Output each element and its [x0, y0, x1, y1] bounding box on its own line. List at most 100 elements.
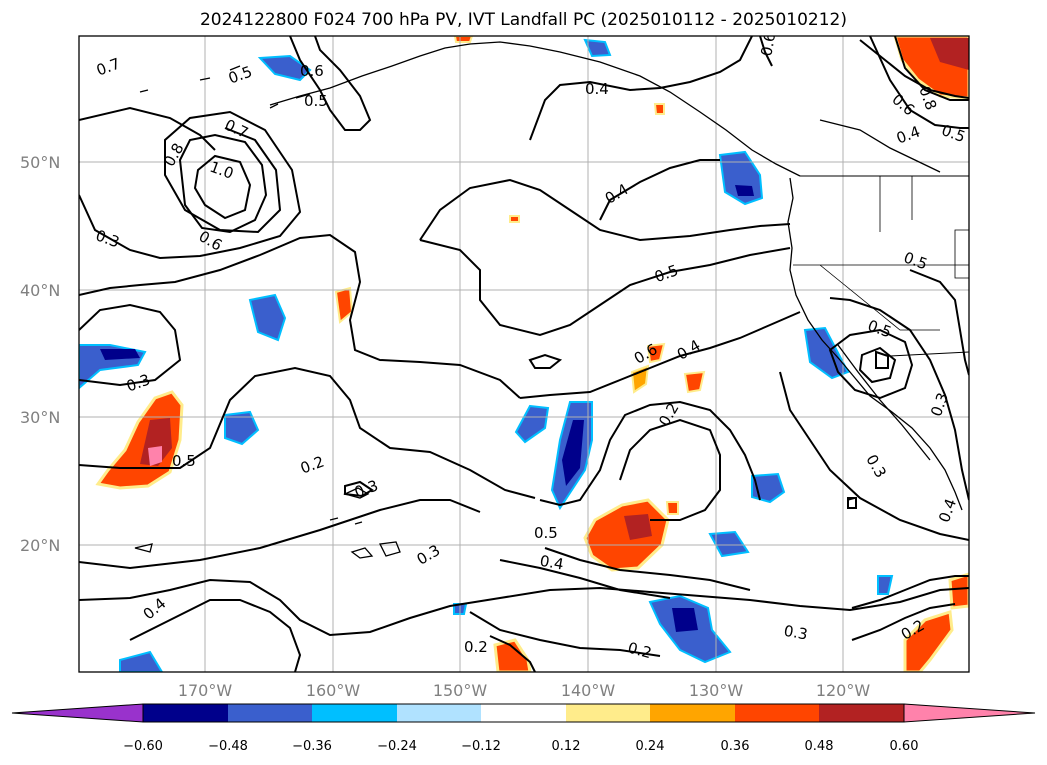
pv-contour — [79, 233, 521, 399]
negative-anomaly-patch — [257, 54, 312, 82]
us-mexico-border — [889, 351, 969, 357]
negative-anomaly-patch — [119, 650, 164, 672]
positive-anomaly-patch — [453, 36, 474, 43]
pv-contours — [79, 36, 969, 672]
colorbar-tick-label: −0.48 — [208, 739, 248, 754]
pv-contour — [894, 36, 969, 101]
contour-label: 0.2 — [464, 638, 488, 656]
lon-label: 160°W — [306, 681, 361, 700]
colorbar-extend-low — [11, 703, 144, 723]
pv-contour — [419, 178, 791, 242]
pv-contour — [875, 350, 889, 369]
pv-contour-center — [193, 154, 252, 220]
contour-label: 0.6 — [300, 62, 324, 80]
positive-anomaly-patch — [683, 370, 706, 394]
colorbar-tick-label: −0.12 — [461, 739, 501, 754]
colorbar-segment — [819, 704, 904, 722]
pv-contour — [544, 547, 751, 591]
pv-contour — [469, 611, 661, 657]
pv-contour — [344, 480, 374, 498]
positive-anomaly-patch — [646, 342, 666, 364]
colorbar-tick-label: 0.12 — [552, 739, 581, 754]
contour-label: 0.5 — [172, 452, 196, 470]
colorbar-tick-labels: −0.60 −0.48 −0.36 −0.24 −0.12 0.12 0.24 … — [123, 739, 918, 754]
pv-contour — [529, 36, 753, 141]
pv-contour — [519, 311, 801, 399]
pv-contour — [869, 36, 969, 129]
pv-contour — [851, 603, 956, 641]
shaded-anomaly-patches — [79, 36, 969, 672]
latitude-labels: 50°N 40°N 30°N 20°N — [20, 153, 60, 555]
baja-peninsula — [837, 344, 931, 461]
colorbar-tick-label: 0.24 — [636, 739, 665, 754]
negative-anomaly-patch-core — [100, 349, 140, 360]
negative-anomaly-patch — [877, 575, 894, 595]
negative-anomaly-patch — [583, 38, 612, 58]
negative-anomaly-patch — [224, 410, 260, 446]
pv-contour — [528, 353, 563, 369]
pv-contour — [599, 159, 720, 221]
pv-contour — [79, 303, 182, 387]
colorbar-segment — [143, 704, 228, 722]
positive-anomaly-patch-core — [930, 38, 969, 70]
positive-anomaly-patch — [948, 572, 969, 610]
negative-anomaly-patch-core — [735, 185, 754, 196]
colorbar-tick-label: −0.36 — [292, 739, 332, 754]
lat-label: 20°N — [20, 536, 60, 555]
map-title: 2024122800 F024 700 hPa PV, IVT Landfall… — [199, 10, 847, 30]
colorbar-segment — [397, 704, 481, 722]
positive-anomaly-patch-core — [624, 514, 652, 540]
positive-anomaly-patch-peak — [148, 446, 162, 466]
lat-label: 50°N — [20, 153, 60, 172]
contour-label: 0.4 — [538, 552, 565, 574]
gridlines — [79, 36, 969, 672]
negative-anomaly-patch — [708, 530, 750, 558]
contour-label: 0.4 — [585, 80, 609, 98]
colorbar-segment — [650, 704, 735, 722]
pv-contour — [858, 346, 897, 384]
map-panel: 0.7 0.5 0.6 0.5 0.4 0.6 0.7 0.8 1.0 0.6 … — [79, 36, 969, 672]
positive-anomaly-patch — [665, 501, 679, 515]
pv-contour — [489, 635, 536, 672]
contour-label: 0.2 — [626, 639, 654, 663]
aleutian-islands — [139, 65, 941, 173]
pv-contour — [847, 497, 857, 509]
pv-contour — [829, 297, 969, 501]
lon-label: 140°W — [561, 681, 616, 700]
pv-contour — [419, 239, 791, 337]
pv-contour — [539, 400, 761, 507]
positive-anomaly-patch — [630, 364, 650, 394]
colorbar-tick-label: 0.48 — [805, 739, 834, 754]
positive-anomaly-patch — [509, 215, 520, 223]
colorbar-tick-label: 0.36 — [721, 739, 750, 754]
contour-label: 0.5 — [534, 524, 558, 542]
negative-anomaly-patch — [751, 472, 786, 504]
pv-contour — [289, 36, 372, 131]
colorbar-segment — [481, 704, 566, 722]
colorbar-segment — [228, 704, 312, 722]
pv-contour — [178, 133, 268, 234]
north-america-west-coast — [787, 177, 963, 511]
positive-anomaly-patch — [95, 390, 184, 490]
colorbar-tick-label: −0.60 — [123, 739, 163, 754]
positive-anomaly-patch — [903, 610, 954, 672]
pv-contour — [828, 328, 914, 400]
colorbar-extend-high — [903, 703, 1036, 723]
pv-contour — [759, 36, 773, 67]
pv-contour — [129, 599, 302, 672]
colorbar: −0.60 −0.48 −0.36 −0.24 −0.12 0.12 0.24 … — [11, 703, 1036, 754]
colorbar-segment — [312, 704, 397, 722]
lat-label: 30°N — [20, 408, 60, 427]
pv-contour — [79, 578, 969, 637]
positive-anomaly-patch — [493, 638, 532, 672]
alaska-coastline — [269, 41, 801, 177]
pv-contour — [79, 110, 302, 260]
negative-anomaly-patch-core — [562, 420, 584, 486]
pv-contour — [79, 499, 481, 570]
pv-contour — [619, 418, 721, 521]
colorbar-outline — [142, 703, 905, 723]
colorbar-tick-label: −0.24 — [377, 739, 417, 754]
negative-anomaly-patch — [248, 293, 287, 342]
pv-contour — [79, 106, 216, 151]
